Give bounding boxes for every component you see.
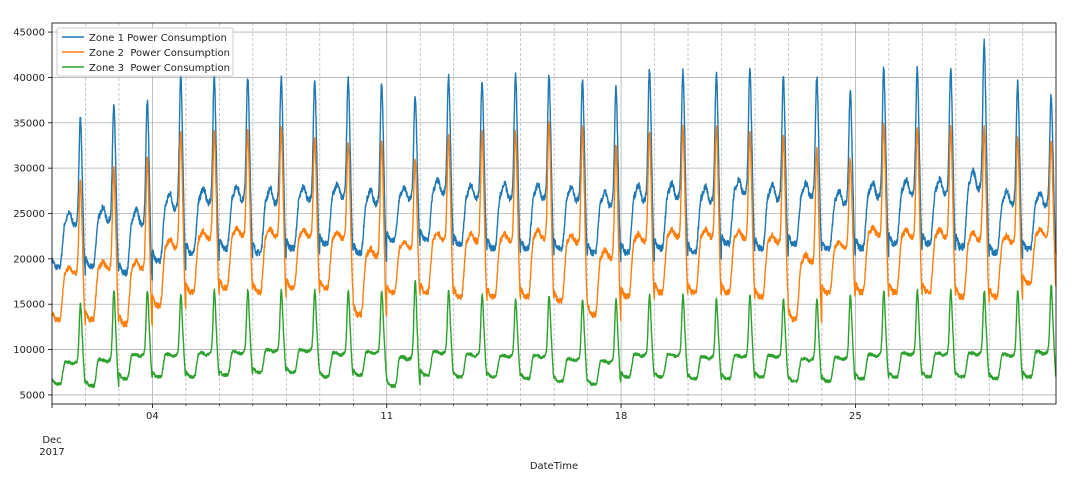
x-tick-label: 18 — [615, 411, 628, 422]
legend-label-zone-2: Zone 2 Power Consumption — [89, 48, 230, 59]
x-tick-label: 04 — [146, 411, 159, 422]
series-line-zone-2 — [51, 121, 1057, 328]
y-tick-label: 25000 — [13, 209, 45, 220]
y-tick-label: 30000 — [13, 164, 45, 175]
x-axis-title: DateTime — [530, 461, 578, 472]
y-tick-label: 45000 — [13, 28, 45, 39]
y-tick-label: 10000 — [13, 345, 45, 356]
series-line-zone-1 — [51, 38, 1057, 281]
x-axis: Dec 2017 DateTime 04 11 18 25 — [39, 404, 1024, 472]
y-tick-label: 40000 — [13, 73, 45, 84]
x-origin-month-label: Dec — [42, 435, 61, 446]
legend-label-zone-3: Zone 3 Power Consumption — [89, 63, 230, 74]
x-tick-label: 11 — [380, 411, 393, 422]
x-tick-label: 25 — [849, 411, 862, 422]
series-line-zone-3 — [51, 280, 1057, 389]
legend-label-zone-1: Zone 1 Power Consumption — [89, 33, 227, 44]
legend: Zone 1 Power Consumption Zone 2 Power Co… — [56, 27, 234, 77]
y-tick-label: 5000 — [20, 390, 45, 401]
legend-box — [56, 27, 234, 77]
series-lines — [51, 38, 1057, 389]
x-origin-year-label: 2017 — [39, 447, 64, 458]
y-tick-label: 20000 — [13, 254, 45, 265]
y-axis: 5000 10000 15000 20000 25000 30000 35000 40000 4… — [13, 28, 52, 401]
y-tick-label: 35000 — [13, 118, 45, 129]
y-tick-label: 15000 — [13, 300, 45, 311]
